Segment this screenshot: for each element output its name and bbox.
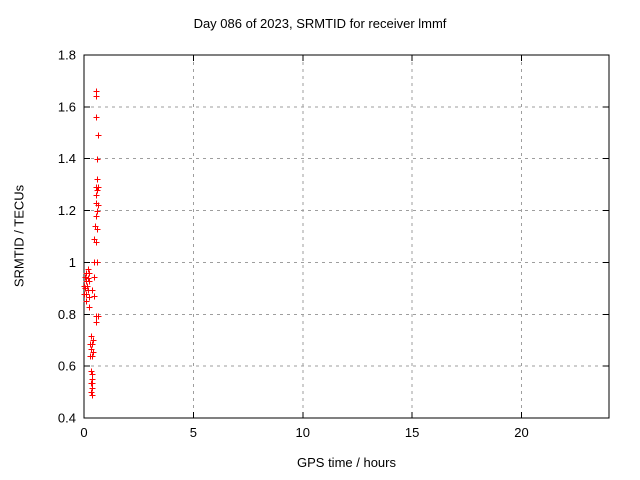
tick-labels: 0 5 10 15 20 0.4 0.6 0.8 1 1.2 1.4 1.6 1.8 — [58, 48, 529, 441]
data-points — [81, 88, 102, 399]
y-tick-label: 0.8 — [58, 307, 76, 322]
y-tick-label: 1.6 — [58, 99, 76, 114]
y-tick-label: 1.4 — [58, 151, 76, 166]
grid-lines — [84, 55, 609, 418]
plot-border — [83, 54, 610, 419]
y-tick-label: 1.8 — [58, 48, 76, 63]
x-tick-label: 10 — [296, 425, 310, 440]
y-tick-label: 0.6 — [58, 359, 76, 374]
axis-ticks — [83, 54, 609, 419]
chart-title: Day 086 of 2023, SRMTID for receiver lmm… — [193, 16, 447, 31]
x-axis-label: GPS time / hours — [297, 455, 396, 470]
x-tick-label: 20 — [514, 425, 528, 440]
y-tick-label: 1 — [69, 255, 76, 270]
x-tick-label: 5 — [190, 425, 197, 440]
y-tick-label: 1.2 — [58, 203, 76, 218]
x-tick-label: 0 — [80, 425, 87, 440]
x-tick-label: 15 — [405, 425, 419, 440]
y-tick-label: 0.4 — [58, 411, 76, 426]
